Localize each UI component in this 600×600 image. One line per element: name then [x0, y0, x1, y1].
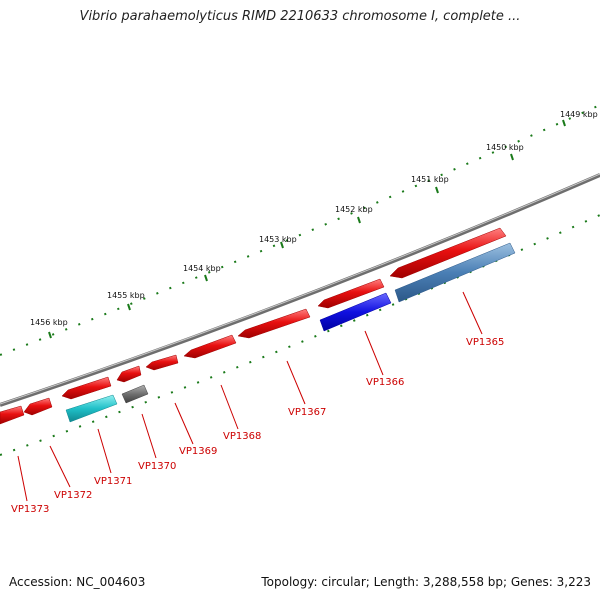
leader-lines [17, 291, 483, 502]
reverse-genes [65, 242, 516, 423]
kbp-labels: 1449 kbp 1450 kbp 1451 kbp 1452 kbp 1453… [30, 110, 598, 327]
gene-label-vp1365[interactable]: VP1365 [466, 337, 504, 348]
gene-label-vp1367[interactable]: VP1367 [288, 407, 326, 418]
gene-label-vp1368[interactable]: VP1368 [223, 431, 261, 442]
chromosome-backbone [0, 173, 600, 407]
forward-genes [0, 227, 507, 425]
gene-label-vp1366[interactable]: VP1366 [366, 377, 404, 388]
chromosome-backbone-highlight [0, 173, 600, 405]
gene-label-vp1373[interactable]: VP1373 [11, 504, 49, 515]
gene-label-vp1370[interactable]: VP1370 [138, 461, 176, 472]
outer-tick-track [0, 104, 600, 356]
gene-label-vp1372[interactable]: VP1372 [54, 490, 92, 501]
gene-bar-vp1371[interactable] [65, 394, 118, 423]
gene-bar-vp1366[interactable] [319, 292, 392, 332]
gene-label-vp1369[interactable]: VP1369 [179, 446, 217, 457]
gene-arrow-vp1365-forward[interactable] [389, 227, 507, 279]
kbp-label: 1456 kbp [30, 318, 68, 327]
kbp-label: 1450 kbp [486, 143, 524, 152]
gene-bar-vp1370[interactable] [121, 384, 149, 404]
gene-arrow-vp1373-a[interactable] [23, 397, 53, 416]
kbp-label: 1453 kbp [259, 235, 297, 244]
kbp-label: 1454 kbp [183, 264, 221, 273]
gene-arrow-vp1370-forward[interactable] [145, 354, 179, 371]
kbp-label: 1449 kbp [560, 110, 598, 119]
map-title: Vibrio parahaemolyticus RIMD 2210633 chr… [79, 9, 521, 24]
genome-stats-text: Topology: circular; Length: 3,288,558 bp… [261, 575, 591, 589]
gene-label-vp1371[interactable]: VP1371 [94, 476, 132, 487]
gene-arrow-vp1369[interactable] [183, 334, 237, 359]
kbp-label: 1452 kbp [335, 205, 373, 214]
kbp-label: 1451 kbp [411, 175, 449, 184]
gene-arrow-vp1367[interactable] [317, 278, 385, 309]
gene-arrow-vp1372[interactable] [61, 376, 112, 400]
gene-arrow-vp1371-forward[interactable] [116, 365, 142, 383]
gene-arrow-vp1373-b[interactable] [0, 405, 25, 425]
kbp-label: 1455 kbp [107, 291, 145, 300]
major-ticks [48, 119, 566, 339]
gene-arrow-vp1368[interactable] [237, 308, 311, 339]
accession-text: Accession: NC_004603 [9, 575, 146, 589]
gene-labels: VP1365 VP1366 VP1367 VP1368 VP1369 VP137… [11, 337, 504, 515]
gene-bar-vp1365[interactable] [394, 242, 516, 303]
